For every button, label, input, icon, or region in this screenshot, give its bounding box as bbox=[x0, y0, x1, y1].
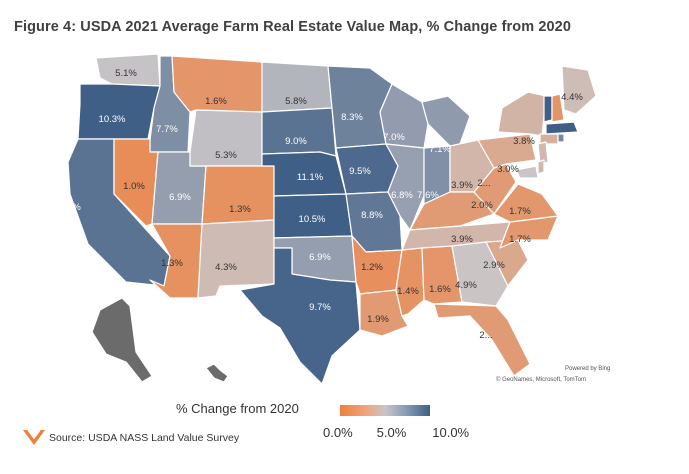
state-al bbox=[421, 245, 463, 305]
state-label-mn: 8.3% bbox=[341, 112, 363, 123]
legend-tick-mid: 5.0% bbox=[376, 425, 407, 440]
state-label-id: 7.7% bbox=[156, 124, 178, 135]
state-ma bbox=[545, 121, 579, 135]
state-fl bbox=[433, 303, 531, 377]
state-label-mo: 8.8% bbox=[361, 210, 383, 221]
state-label-ia: 9.5% bbox=[349, 166, 371, 177]
state-label-la: 1.9% bbox=[367, 314, 389, 325]
state-label-nc: 1.7% bbox=[509, 234, 531, 245]
figure-title: Figure 4: USDA 2021 Average Farm Real Es… bbox=[14, 19, 571, 35]
state-label-ky: 2.0% bbox=[471, 200, 493, 211]
state-tx bbox=[239, 247, 361, 385]
state-label-oh: 3.9% bbox=[451, 180, 473, 191]
legend-ticks: 0.0% 5.0% 10.0% bbox=[323, 425, 469, 440]
state-or bbox=[77, 83, 161, 140]
state-label-ks: 10.5% bbox=[299, 214, 326, 225]
legend-color-scale bbox=[340, 405, 430, 416]
state-label-wv: 2... bbox=[477, 178, 490, 189]
map-frame: 5.1% 10.3% 9.0% 7.7% 1.0% 6.9% 1.3% 1.6% 5.3% 1.3… bbox=[30, 44, 616, 394]
state-pa bbox=[477, 133, 537, 169]
state-va bbox=[493, 183, 559, 223]
state-label-ga: 4.9% bbox=[455, 280, 477, 291]
state-md bbox=[515, 165, 539, 179]
powered-by-bing: Powered by Bing bbox=[565, 366, 611, 372]
state-label-il: 6.8% bbox=[391, 190, 413, 201]
state-ny bbox=[497, 91, 547, 137]
state-vt bbox=[543, 95, 553, 123]
state-label-ca: 9.0% bbox=[59, 202, 81, 213]
state-sd bbox=[261, 107, 337, 157]
state-mi bbox=[421, 95, 471, 147]
state-ri bbox=[557, 133, 565, 143]
state-label-va: 1.7% bbox=[509, 206, 531, 217]
map-credits: © GeoNames, Microsoft, TomTom bbox=[496, 377, 586, 383]
state-label-tx: 9.7% bbox=[309, 302, 331, 313]
source-note: Source: USDA NASS Land Value Survey bbox=[49, 432, 240, 444]
state-wv bbox=[473, 163, 517, 215]
state-ms bbox=[395, 247, 425, 317]
state-label-nm: 4.3% bbox=[215, 262, 237, 273]
state-label-al: 1.6% bbox=[429, 284, 451, 295]
state-de bbox=[537, 159, 545, 175]
state-label-ok: 6.9% bbox=[309, 252, 331, 263]
state-nj bbox=[537, 141, 549, 165]
legend-title: % Change from 2020 bbox=[176, 401, 299, 416]
state-label-wy: 5.3% bbox=[215, 150, 237, 161]
state-label-ms: 1.4% bbox=[397, 286, 419, 297]
state-label-wi: 7.0% bbox=[383, 132, 405, 143]
state-hi bbox=[205, 363, 229, 383]
state-label-wa: 5.1% bbox=[115, 68, 137, 79]
state-nh bbox=[551, 93, 565, 123]
state-label-nd: 5.8% bbox=[285, 96, 307, 107]
state-me bbox=[561, 65, 597, 115]
state-label-sc: 2.9% bbox=[483, 260, 505, 271]
legend-tick-low: 0.0% bbox=[323, 425, 353, 440]
state-label-ut: 6.9% bbox=[169, 192, 191, 203]
state-label-az: 1.3% bbox=[161, 258, 183, 269]
state-label-or: 10.3% bbox=[99, 114, 126, 125]
state-label-co: 1.3% bbox=[229, 204, 251, 215]
state-label-mt: 1.6% bbox=[205, 96, 227, 107]
state-label-ne: 11.1% bbox=[297, 172, 324, 183]
state-label-me: 4.4% bbox=[561, 92, 583, 103]
chevron-logo-icon bbox=[23, 429, 45, 445]
state-ak bbox=[91, 297, 153, 383]
state-label-mi: 7.1% bbox=[429, 144, 451, 155]
state-label-pa: 3.0% bbox=[497, 164, 519, 175]
us-choropleth-map: 5.1% 10.3% 9.0% 7.7% 1.0% 6.9% 1.3% 1.6% 5.3% 1.3… bbox=[59, 53, 597, 385]
state-label-ny: 3.8% bbox=[513, 136, 535, 147]
state-label-in: 7.6% bbox=[417, 190, 439, 201]
legend-tick-high: 10.0% bbox=[432, 425, 470, 440]
state-label-ar: 1.2% bbox=[361, 262, 383, 273]
state-label-fl: 2... bbox=[479, 330, 492, 341]
state-label-sd: 9.0% bbox=[285, 136, 307, 147]
state-nc bbox=[499, 215, 559, 249]
state-label-nv: 1.0% bbox=[123, 181, 145, 192]
state-co bbox=[201, 165, 275, 225]
state-label-tn: 3.9% bbox=[451, 234, 473, 245]
state-ct bbox=[539, 133, 559, 145]
